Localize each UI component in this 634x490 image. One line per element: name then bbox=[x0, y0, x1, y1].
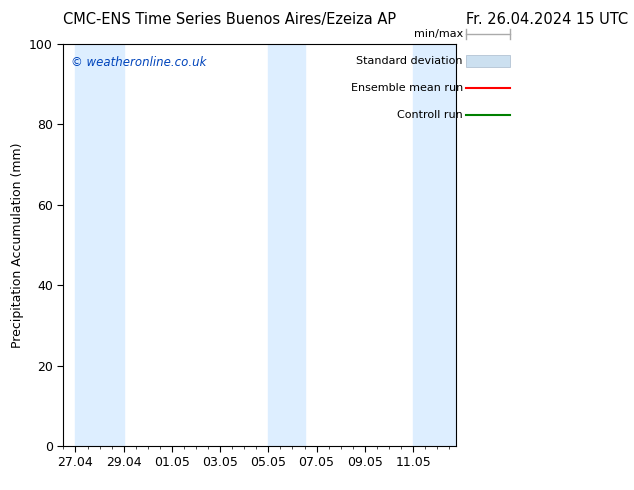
Text: Fr. 26.04.2024 15 UTC: Fr. 26.04.2024 15 UTC bbox=[465, 12, 628, 27]
Bar bbox=[413, 44, 456, 446]
Text: © weatheronline.co.uk: © weatheronline.co.uk bbox=[71, 56, 207, 69]
Y-axis label: Precipitation Accumulation (mm): Precipitation Accumulation (mm) bbox=[11, 142, 23, 348]
Text: Controll run: Controll run bbox=[397, 110, 463, 120]
Bar bbox=[268, 44, 304, 446]
Text: Ensemble mean run: Ensemble mean run bbox=[351, 83, 463, 93]
Bar bbox=[75, 44, 124, 446]
Text: min/max: min/max bbox=[413, 29, 463, 39]
Text: CMC-ENS Time Series Buenos Aires/Ezeiza AP: CMC-ENS Time Series Buenos Aires/Ezeiza … bbox=[63, 12, 396, 27]
Text: Standard deviation: Standard deviation bbox=[356, 56, 463, 66]
